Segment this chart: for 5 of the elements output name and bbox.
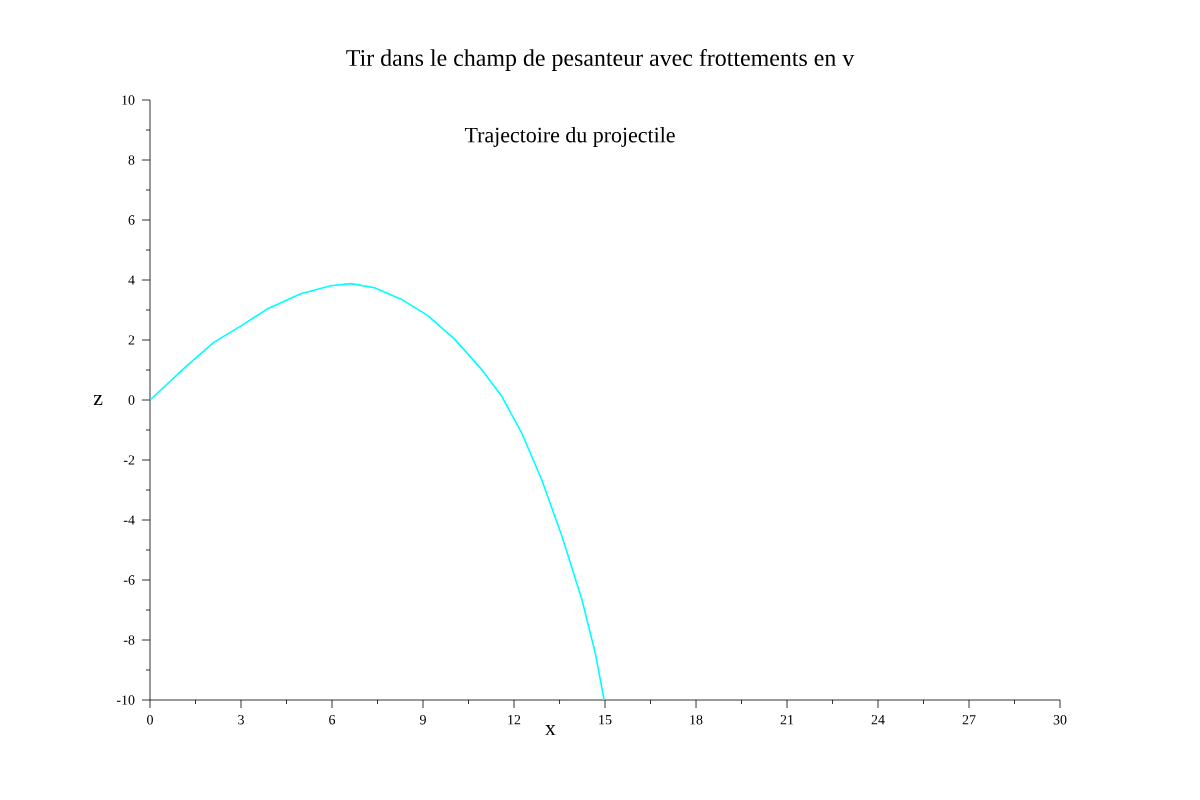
- y-axis-title: z: [93, 394, 103, 406]
- line-series: [150, 282, 605, 700]
- annotation: Trajectoire du projectile: [464, 127, 675, 147]
- chart-title: Tir dans le champ de pesanteur avec frottements en v: [346, 49, 855, 71]
- x-axis-title: x: [545, 725, 556, 736]
